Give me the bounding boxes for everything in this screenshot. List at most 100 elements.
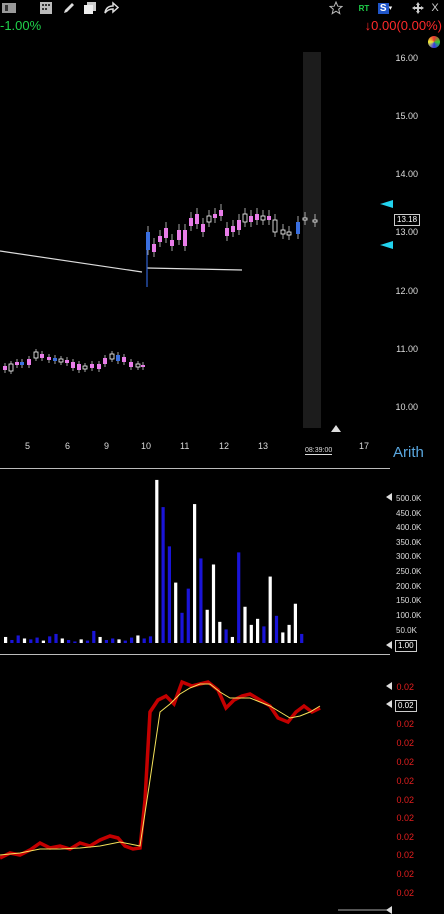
- volume-bar: [22, 638, 27, 643]
- volume-bar: [29, 639, 33, 643]
- candle-body: [77, 364, 81, 370]
- candle-body: [141, 365, 145, 367]
- trend-line: [0, 250, 143, 273]
- osc-axis-label: 0.02: [396, 888, 414, 898]
- volume-bar: [300, 633, 304, 643]
- candle-body: [65, 360, 69, 363]
- candle-body: [201, 224, 205, 232]
- candle-body: [27, 359, 31, 365]
- volume-bar: [60, 638, 64, 643]
- volume-bar: [281, 632, 285, 643]
- chevron-down-icon: ▾: [388, 5, 393, 12]
- volume-bar: [111, 638, 115, 643]
- rt-icon[interactable]: RT: [357, 0, 371, 16]
- candle-body: [103, 358, 107, 364]
- volume-bars: [4, 479, 304, 643]
- candle-body: [158, 236, 162, 242]
- panel-divider[interactable]: [0, 654, 390, 655]
- candle-body: [260, 215, 266, 221]
- candle-body: [177, 230, 181, 240]
- pencil-icon[interactable]: [61, 0, 77, 16]
- date-label: 11: [180, 441, 190, 451]
- volume-bar: [123, 640, 127, 643]
- volume-bar: [293, 603, 297, 643]
- volume-bar: [230, 636, 234, 643]
- volume-bar: [104, 639, 108, 643]
- candle-body: [135, 363, 141, 368]
- volume-bar: [274, 615, 279, 643]
- volume-bar: [243, 606, 247, 643]
- candle-body: [237, 220, 241, 230]
- volume-bar: [142, 638, 146, 643]
- candle-body: [129, 362, 133, 367]
- date-label: 10: [141, 441, 152, 451]
- candle-body: [146, 232, 150, 250]
- palette-icon[interactable]: [428, 36, 440, 48]
- candle-body: [267, 216, 271, 220]
- volume-axis-label: 400.0K: [396, 523, 422, 532]
- volume-bar: [117, 639, 121, 643]
- volume-bar: [287, 624, 291, 643]
- candle-body: [20, 362, 24, 365]
- volume-bar: [92, 630, 96, 643]
- candle-body: [90, 364, 94, 368]
- candle-body: [164, 228, 168, 238]
- price-axis-label: 15.00: [395, 111, 418, 121]
- move-icon[interactable]: [411, 0, 425, 16]
- volume-bar: [41, 640, 45, 643]
- volume-bar: [186, 588, 190, 643]
- volume-bar: [193, 504, 197, 643]
- candle-body: [225, 228, 229, 236]
- scroll-right-arrow[interactable]: [386, 906, 392, 914]
- panel-divider[interactable]: [0, 468, 390, 469]
- s-icon[interactable]: S ▾: [376, 0, 394, 16]
- price-axis-label: 11.00: [396, 344, 418, 354]
- volume-bar: [79, 639, 83, 643]
- price-axis-label: 12.00: [395, 286, 418, 296]
- osc-axis-label: 0.02: [396, 682, 414, 692]
- scroll-up-arrow[interactable]: [331, 425, 341, 432]
- chart-type-icon[interactable]: [0, 0, 18, 16]
- volume-bar: [211, 564, 216, 643]
- volume-bar: [136, 635, 140, 643]
- date-label: 17: [359, 441, 370, 451]
- volume-bar: [199, 558, 203, 643]
- close-icon[interactable]: X: [428, 0, 442, 16]
- osc-axis-label: 0.02: [396, 832, 414, 842]
- volume-axis-label: 50.0K: [396, 626, 417, 635]
- candle-body: [116, 355, 120, 361]
- volume-tag-arrow: [386, 641, 392, 649]
- star-icon[interactable]: [328, 0, 344, 16]
- cursor-time-label: 08:39:00: [305, 447, 333, 455]
- scale-mode-label[interactable]: Arith: [393, 444, 424, 461]
- volume-bar: [54, 633, 58, 643]
- volume-bar: [174, 582, 178, 643]
- volume-tag: 1.00: [395, 640, 417, 652]
- current-session-shade: [303, 52, 321, 428]
- share-icon[interactable]: [102, 0, 120, 16]
- candle-body: [109, 353, 115, 360]
- copy-icon[interactable]: [82, 0, 98, 16]
- volume-bar: [10, 639, 14, 643]
- date-label: 9: [104, 441, 110, 451]
- volume-bar: [4, 636, 8, 643]
- candle-body: [183, 230, 187, 246]
- volume-bar: [205, 609, 209, 643]
- volume-bar: [224, 629, 228, 643]
- osc-axis-label: 0.02: [396, 776, 414, 786]
- candle-body: [272, 219, 278, 233]
- volume-axis-label: 450.0K: [396, 509, 422, 518]
- calculator-icon[interactable]: [38, 0, 54, 16]
- price-axis-label: 10.00: [395, 402, 418, 412]
- candle-body: [213, 214, 217, 218]
- volume-axis-label: 150.0K: [396, 596, 422, 605]
- price-axis-label: 13.00: [395, 227, 418, 237]
- candle-body: [170, 240, 174, 246]
- volume-axis-label: 200.0K: [396, 582, 422, 591]
- volume-axis-label: 250.0K: [396, 567, 422, 576]
- candle-body: [249, 216, 253, 222]
- volume-bar: [35, 637, 39, 643]
- volume-bar: [148, 636, 153, 643]
- volume-bar: [237, 552, 241, 643]
- osc-axis-label: 0.02: [396, 850, 414, 860]
